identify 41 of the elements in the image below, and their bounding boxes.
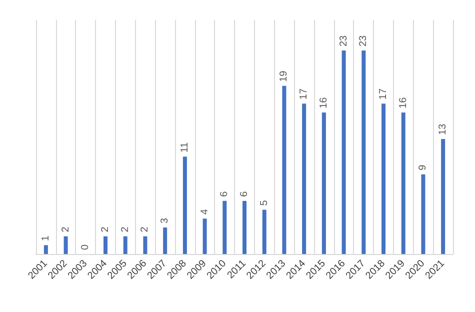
data-label: 5 bbox=[258, 200, 270, 206]
data-label: 2 bbox=[100, 226, 111, 232]
data-label: 2 bbox=[120, 226, 131, 232]
bar bbox=[322, 112, 326, 254]
data-label: 6 bbox=[219, 190, 230, 197]
bar bbox=[104, 236, 108, 254]
data-label: 23 bbox=[358, 34, 370, 47]
bar bbox=[382, 104, 386, 254]
data-label: 17 bbox=[378, 88, 389, 100]
data-label: 9 bbox=[418, 164, 429, 170]
data-label: 1 bbox=[40, 235, 52, 242]
bar bbox=[222, 200, 227, 254]
data-label: 13 bbox=[438, 123, 449, 135]
bar bbox=[143, 236, 148, 254]
bar bbox=[282, 86, 286, 254]
bar bbox=[421, 174, 426, 254]
data-label: 19 bbox=[278, 70, 290, 82]
data-label: 2 bbox=[60, 226, 72, 232]
data-label: 16 bbox=[318, 96, 330, 108]
bar bbox=[342, 50, 346, 254]
data-label: 16 bbox=[398, 96, 409, 108]
data-label: 23 bbox=[338, 34, 350, 47]
data-label: 17 bbox=[298, 88, 310, 100]
bar bbox=[64, 236, 68, 254]
bar bbox=[441, 138, 446, 254]
data-label: 4 bbox=[199, 208, 210, 215]
data-label: 2 bbox=[140, 226, 151, 232]
bar bbox=[362, 50, 366, 254]
data-label: 3 bbox=[160, 217, 171, 224]
bar bbox=[163, 227, 168, 254]
bar bbox=[242, 200, 246, 254]
bar bbox=[182, 156, 187, 254]
bar bbox=[202, 218, 207, 254]
data-label: 11 bbox=[179, 142, 190, 153]
bar bbox=[302, 104, 306, 254]
bar bbox=[44, 245, 48, 254]
data-label: 6 bbox=[239, 190, 250, 197]
bar bbox=[262, 210, 266, 254]
data-label: 0 bbox=[80, 244, 92, 250]
bar bbox=[401, 112, 406, 254]
bar bbox=[123, 236, 128, 254]
